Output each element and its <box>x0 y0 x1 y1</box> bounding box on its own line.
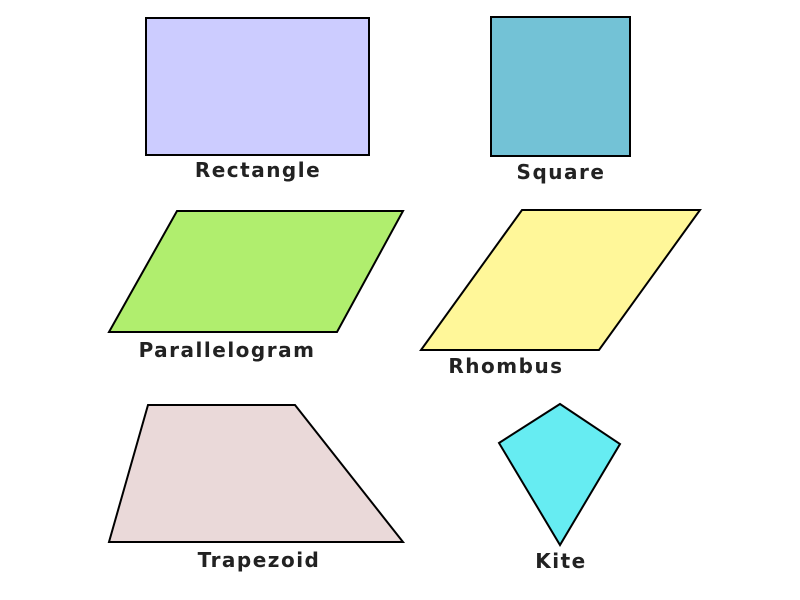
kite-label: Kite <box>535 549 587 573</box>
rhombus-shape <box>419 209 702 351</box>
parallelogram-shape <box>107 210 405 333</box>
trapezoid-shape <box>107 404 406 543</box>
rectangle-shape <box>145 17 370 156</box>
square-shape <box>490 16 631 157</box>
square-label: Square <box>516 160 606 184</box>
parallelogram-label: Parallelogram <box>138 338 316 362</box>
rectangle-label: Rectangle <box>194 158 322 182</box>
kite-shape <box>497 402 622 547</box>
rhombus-label: Rhombus <box>448 354 564 378</box>
trapezoid-label: Trapezoid <box>197 548 321 572</box>
